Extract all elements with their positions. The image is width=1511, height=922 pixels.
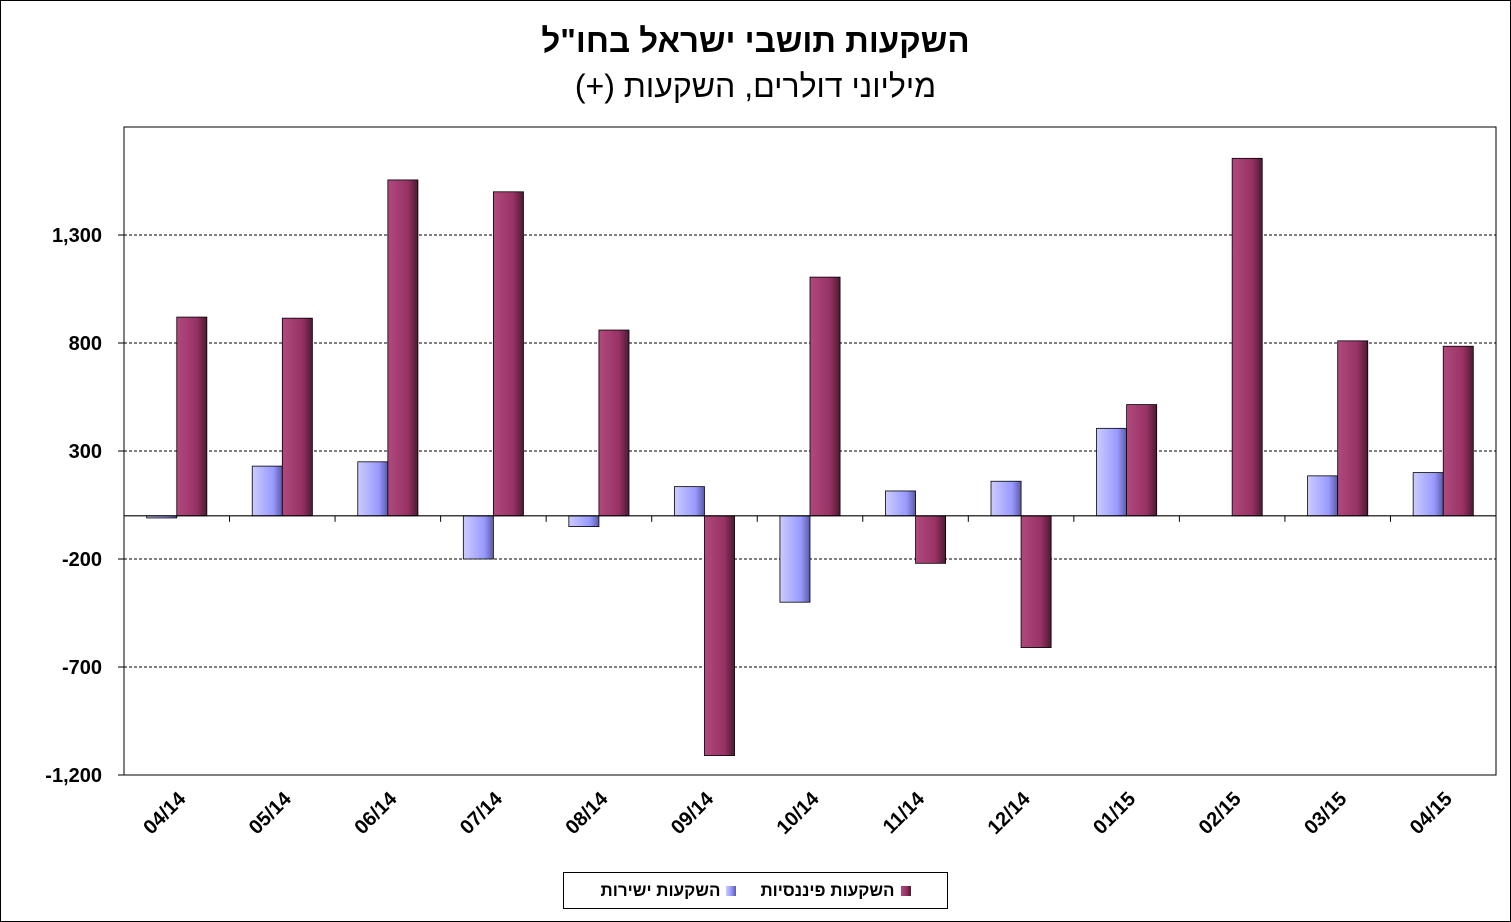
- legend-swatch-direct: [726, 885, 737, 896]
- bar-direct-investment: [462, 515, 494, 560]
- bar-financial-investment: [915, 515, 947, 564]
- bar-financial-investment: [1337, 340, 1369, 517]
- x-tick-label: 12/14: [984, 787, 1036, 839]
- x-tick-label: 01/15: [1089, 788, 1140, 839]
- x-tick-label: 04/15: [1406, 788, 1457, 839]
- x-tick-label: 06/14: [350, 787, 402, 839]
- x-tick-label: 05/14: [245, 787, 297, 839]
- y-tick-label: 1,300: [52, 225, 102, 247]
- bar-financial-investment: [176, 316, 208, 517]
- bar-financial-investment: [387, 179, 419, 517]
- bar-financial-investment: [704, 515, 735, 756]
- bar-direct-investment: [568, 515, 600, 527]
- bar-direct-investment: [1307, 475, 1339, 517]
- x-tick-label: 04/14: [139, 787, 191, 839]
- x-tick-label: 07/14: [456, 787, 508, 839]
- bar-direct-investment: [673, 486, 705, 517]
- x-tick-label: 09/14: [667, 787, 719, 839]
- legend-item-direct: השקעות ישירות: [601, 881, 737, 901]
- bar-direct-investment: [990, 480, 1022, 517]
- plot-border: [123, 126, 1497, 776]
- x-tick-label: 10/14: [773, 787, 825, 839]
- bar-financial-investment: [1126, 404, 1158, 517]
- legend-swatch-financial: [900, 885, 911, 896]
- chart-title: השקעות תושבי ישראל בחו"ל: [541, 22, 970, 59]
- x-tick-label: 08/14: [562, 787, 614, 839]
- bar-direct-investment: [1412, 472, 1444, 517]
- y-tick-label: -200: [62, 549, 102, 571]
- bar-financial-investment: [1231, 157, 1263, 517]
- bar-financial-investment: [598, 329, 630, 517]
- legend-label-direct: השקעות ישירות: [600, 880, 721, 900]
- bar-direct-investment: [357, 461, 389, 517]
- bar-financial-investment: [809, 276, 841, 517]
- bar-direct-investment: [1096, 427, 1128, 517]
- bar-direct-investment: [885, 490, 916, 517]
- x-tick-label: 03/15: [1300, 788, 1351, 839]
- chart-subtitle: מיליוני דולרים, השקעות (+): [574, 68, 937, 104]
- x-tick-label: 02/15: [1195, 788, 1246, 839]
- bar-financial-investment: [492, 191, 524, 517]
- y-tick-label: -700: [62, 657, 102, 679]
- legend-item-financial: השקעות פיננסיות: [760, 880, 911, 901]
- legend-label-financial: השקעות פיננסיות: [760, 880, 895, 900]
- y-tick-label: 300: [69, 441, 102, 463]
- bar-financial-investment: [1442, 345, 1474, 517]
- bar-financial-investment: [1020, 515, 1052, 648]
- y-tick-label: 800: [69, 333, 102, 355]
- y-tick-label: -1,200: [45, 765, 102, 787]
- bar-financial-investment: [281, 317, 313, 517]
- legend: השקעות ישירות השקעות פיננסיות: [563, 872, 948, 909]
- bar-direct-investment: [779, 515, 811, 603]
- x-tick-label: 11/14: [879, 787, 930, 838]
- bar-direct-investment: [251, 465, 283, 517]
